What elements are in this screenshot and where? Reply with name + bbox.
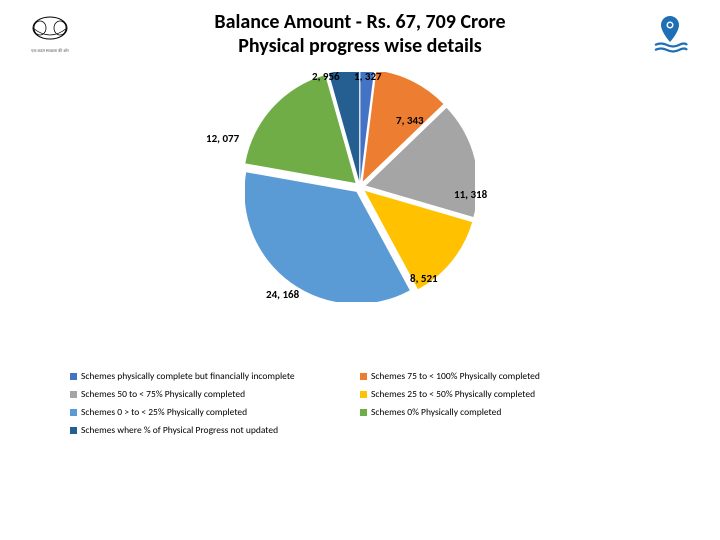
legend-text: Schemes 25 to < 50% Physically completed [371, 388, 535, 400]
pie-chart-area: 1, 327 7, 343 11, 318 8, 521 24, 168 12, 077 2… [0, 60, 720, 370]
pie-data-label: 11, 318 [454, 188, 487, 201]
pie-data-label: 7, 343 [396, 114, 424, 127]
legend-row: Schemes 0 > to < 25% Physically complete… [70, 406, 650, 418]
pie-data-label: 2, 956 [312, 70, 340, 83]
legend-item: Schemes 0 > to < 25% Physically complete… [70, 406, 360, 418]
pie-chart [245, 72, 475, 302]
pie-data-label: 8, 521 [410, 272, 438, 285]
legend: Schemes physically complete but financia… [0, 370, 720, 452]
legend-text: Schemes where % of Physical Progress not… [81, 424, 278, 436]
legend-item: Schemes 50 to < 75% Physically completed [70, 388, 360, 400]
legend-item: Schemes physically complete but financia… [70, 370, 360, 382]
legend-swatch [70, 427, 77, 434]
title-line-1: Balance Amount - Rs. 67, 709 Crore [80, 10, 640, 34]
legend-row: Schemes 50 to < 75% Physically completed… [70, 388, 650, 400]
header: एक कदम स्वच्छता की ओर Balance Amount - R… [0, 0, 720, 60]
right-logo [640, 10, 700, 60]
legend-swatch [360, 373, 367, 380]
legend-row: Schemes physically complete but financia… [70, 370, 650, 382]
legend-text: Schemes 75 to < 100% Physically complete… [371, 370, 540, 382]
legend-item: Schemes where % of Physical Progress not… [70, 424, 360, 436]
legend-text: Schemes 0 > to < 25% Physically complete… [81, 406, 247, 418]
legend-text: Schemes 0% Physically completed [371, 406, 501, 418]
left-logo: एक कदम स्वच्छता की ओर [20, 10, 80, 60]
pie-slice [245, 172, 410, 302]
svg-text:एक कदम स्वच्छता की ओर: एक कदम स्वच्छता की ओर [31, 48, 69, 54]
title-block: Balance Amount - Rs. 67, 709 Crore Physi… [80, 10, 640, 58]
legend-swatch [70, 373, 77, 380]
legend-item: Schemes 75 to < 100% Physically complete… [360, 370, 650, 382]
title-line-2: Physical progress wise details [80, 34, 640, 58]
pie-data-label: 1, 327 [354, 70, 382, 83]
legend-swatch [70, 391, 77, 398]
pie-data-label: 24, 168 [266, 288, 299, 301]
legend-swatch [70, 409, 77, 416]
legend-item: Schemes 0% Physically completed [360, 406, 650, 418]
legend-swatch [360, 409, 367, 416]
legend-text: Schemes 50 to < 75% Physically completed [81, 388, 245, 400]
legend-text: Schemes physically complete but financia… [81, 370, 295, 382]
legend-swatch [360, 391, 367, 398]
legend-row: Schemes where % of Physical Progress not… [70, 424, 650, 436]
pie-data-label: 12, 077 [206, 132, 239, 145]
legend-item: Schemes 25 to < 50% Physically completed [360, 388, 650, 400]
